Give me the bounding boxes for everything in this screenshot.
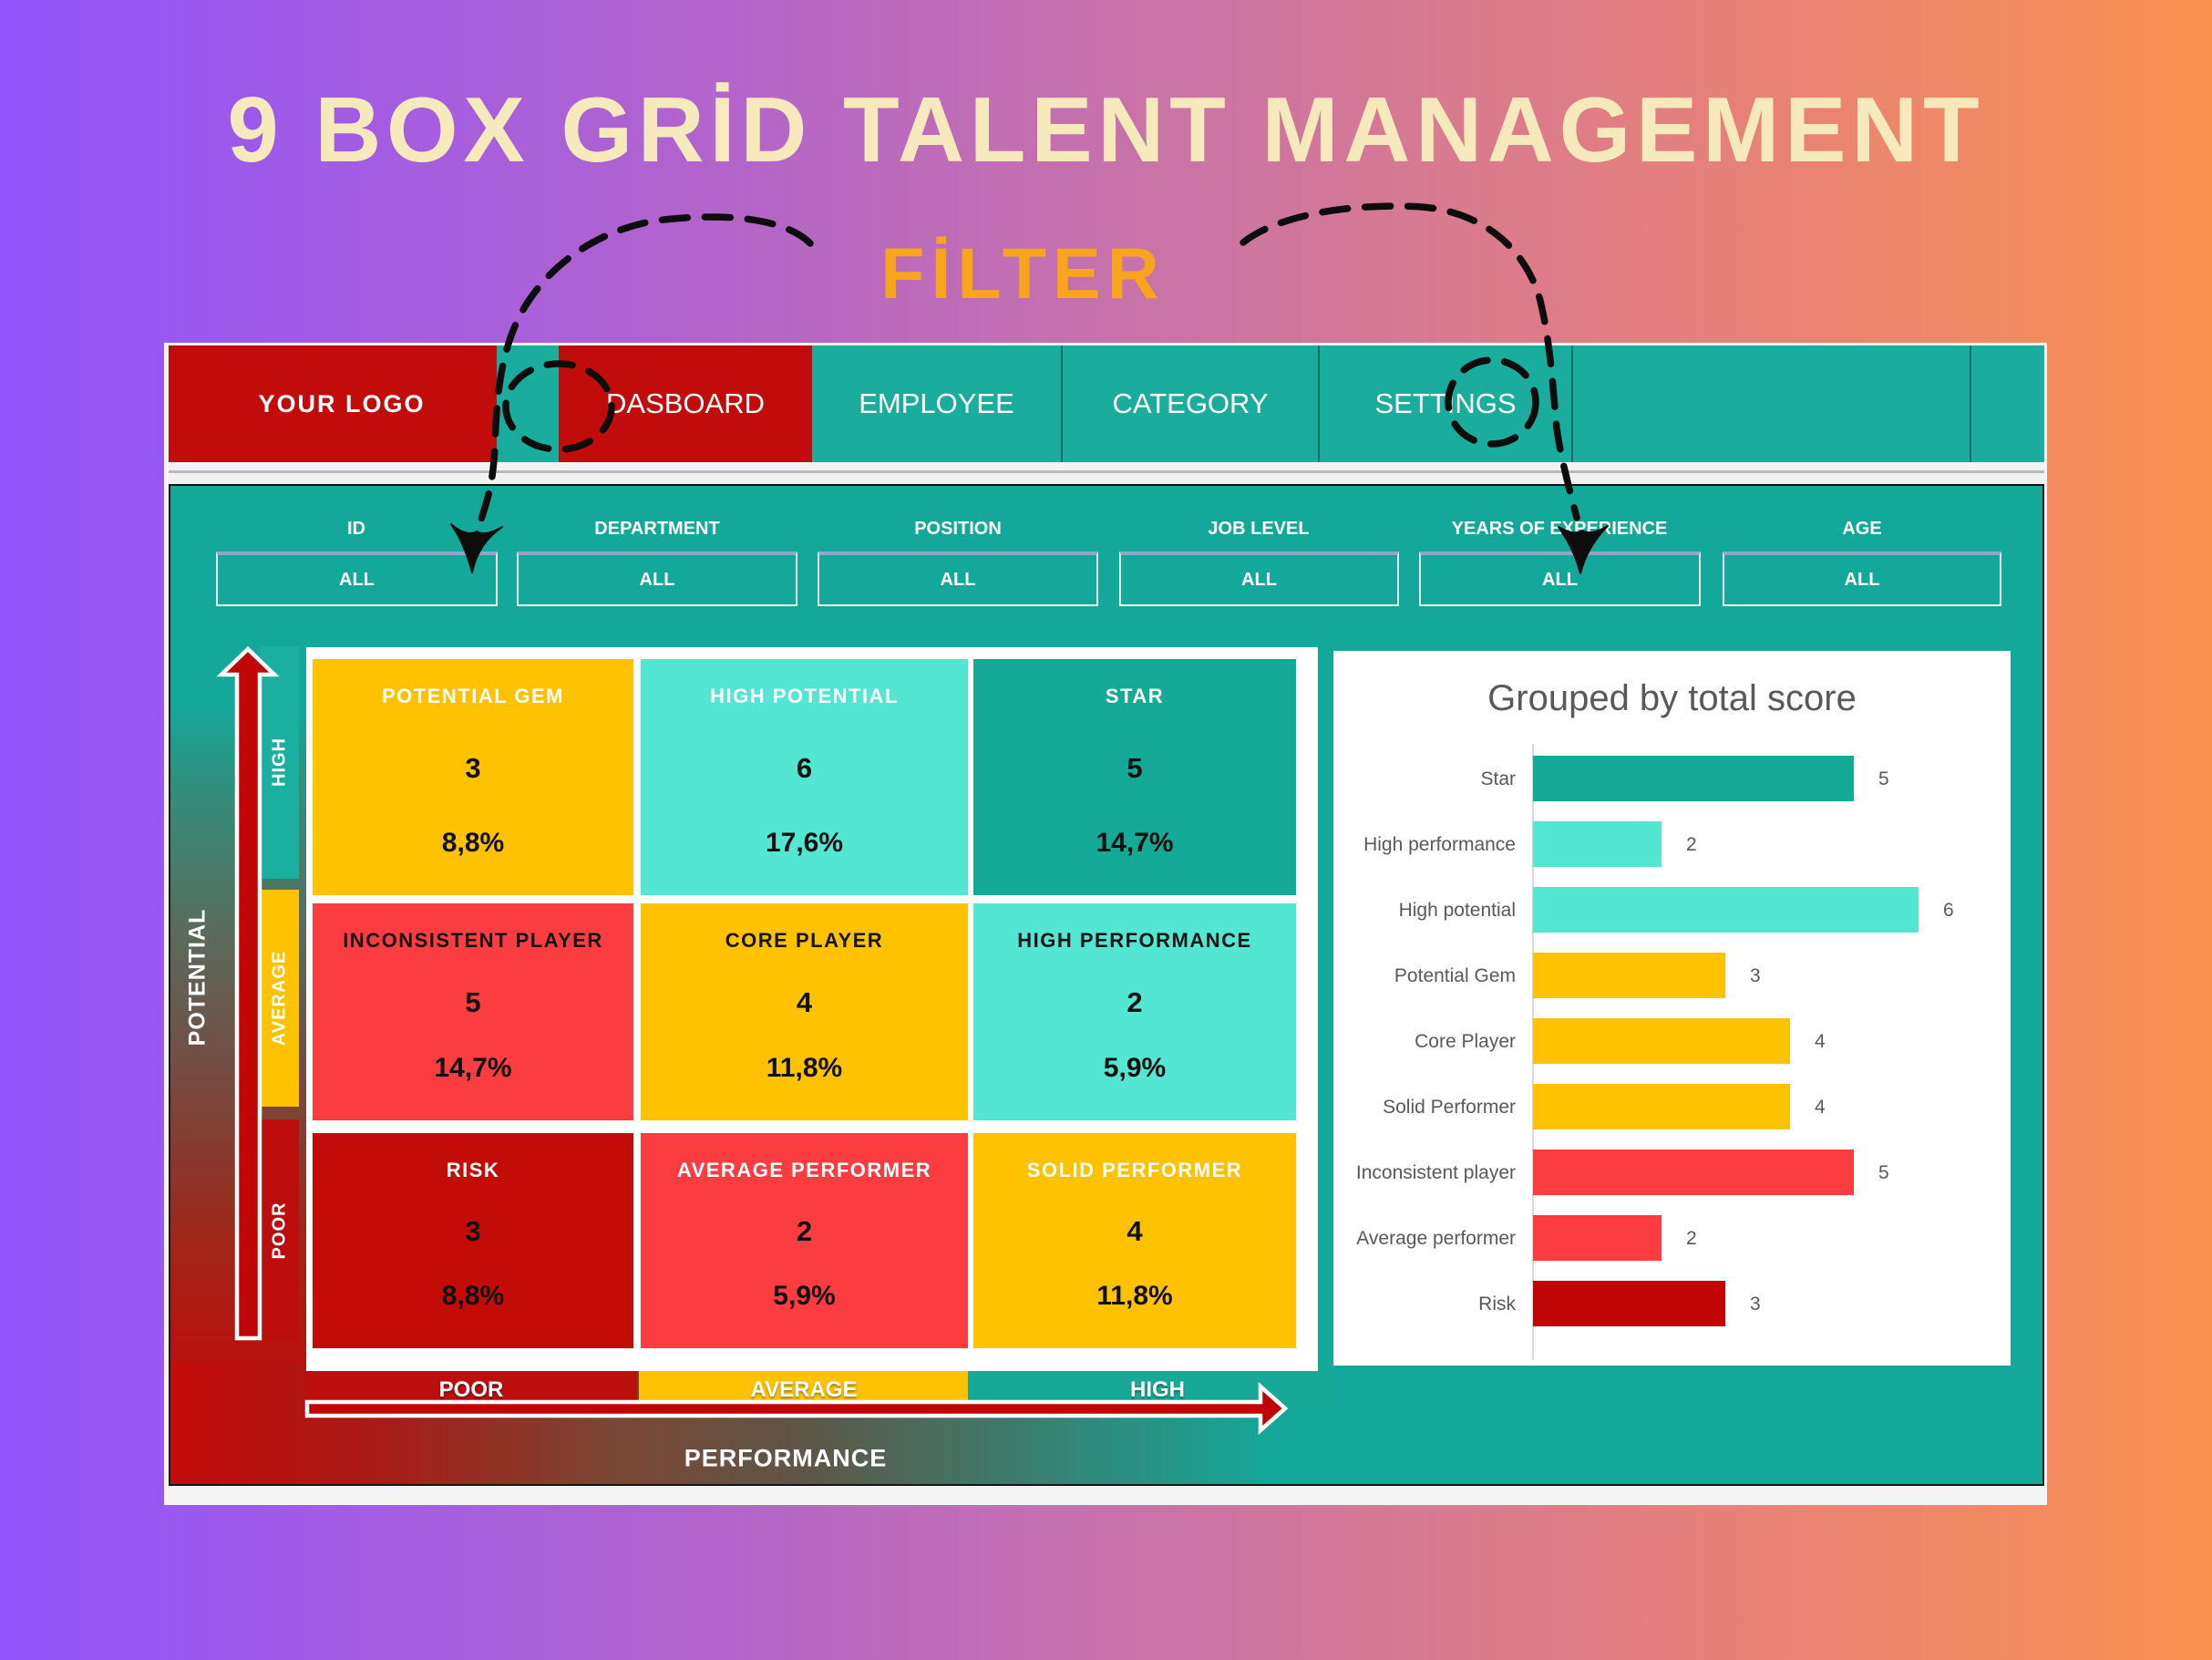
svg-text:High potential: High potential: [1399, 900, 1516, 921]
svg-text:Average performer: Average performer: [1356, 1228, 1516, 1249]
svg-text:4: 4: [1815, 1097, 1826, 1118]
svg-text:5: 5: [1878, 768, 1889, 789]
svg-text:Potential Gem: Potential Gem: [1394, 965, 1516, 986]
svg-text:2: 2: [1686, 834, 1697, 855]
svg-text:3: 3: [1750, 965, 1761, 986]
svg-text:High performance: High performance: [1363, 834, 1516, 855]
svg-text:5: 5: [1878, 1162, 1889, 1183]
svg-text:Core Player: Core Player: [1415, 1031, 1516, 1052]
svg-text:Inconsistent player: Inconsistent player: [1356, 1162, 1516, 1183]
svg-text:Risk: Risk: [1478, 1294, 1516, 1315]
svg-text:Star: Star: [1480, 768, 1516, 789]
svg-text:Solid Performer: Solid Performer: [1383, 1097, 1516, 1118]
svg-text:2: 2: [1686, 1228, 1697, 1249]
svg-text:3: 3: [1750, 1294, 1761, 1315]
svg-text:4: 4: [1815, 1031, 1826, 1052]
svg-text:6: 6: [1943, 900, 1954, 921]
